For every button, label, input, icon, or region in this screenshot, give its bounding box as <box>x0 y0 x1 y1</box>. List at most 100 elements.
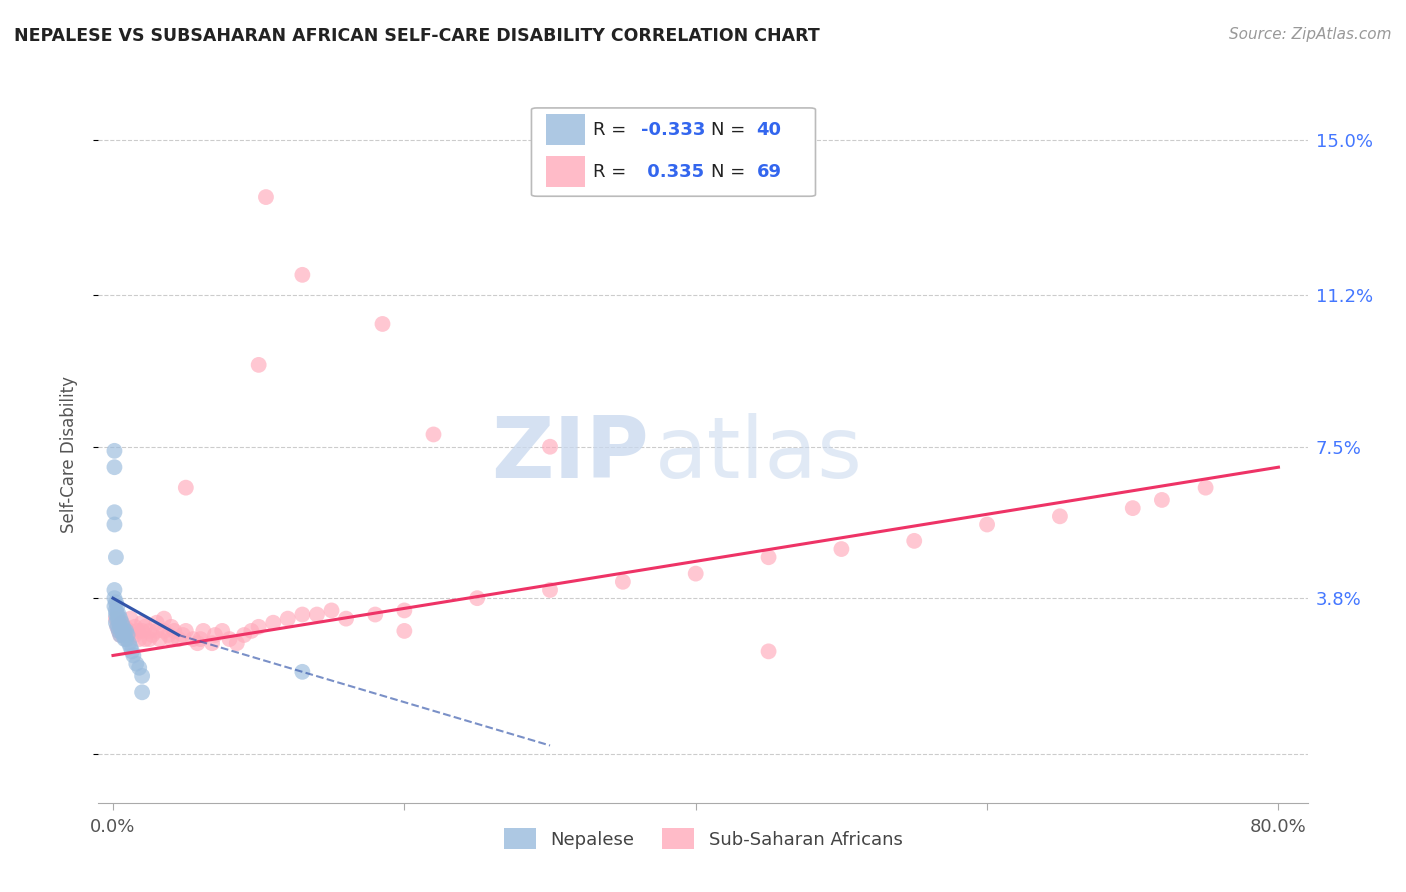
Text: atlas: atlas <box>655 413 863 497</box>
Sub-Saharan Africans <box>138 624 160 638</box>
Sub-Saharan Africans <box>758 550 780 565</box>
Sub-Saharan Africans <box>111 615 134 630</box>
Nepalese <box>122 648 145 663</box>
Sub-Saharan Africans <box>163 624 186 638</box>
Sub-Saharan Africans <box>204 628 226 642</box>
Text: N =: N = <box>711 162 751 181</box>
Sub-Saharan Africans <box>157 628 180 642</box>
Text: R =: R = <box>593 162 633 181</box>
Bar <box>546 114 585 145</box>
Y-axis label: Self-Care Disability: Self-Care Disability <box>59 376 77 533</box>
Text: 40: 40 <box>756 120 782 139</box>
Nepalese <box>115 632 138 646</box>
Nepalese <box>112 628 135 642</box>
Sub-Saharan Africans <box>190 632 212 646</box>
Sub-Saharan Africans <box>254 190 277 204</box>
Sub-Saharan Africans <box>1194 481 1216 495</box>
Nepalese <box>131 669 153 683</box>
Sub-Saharan Africans <box>422 427 444 442</box>
Nepalese <box>103 599 125 614</box>
Sub-Saharan Africans <box>131 624 153 638</box>
Sub-Saharan Africans <box>128 632 150 646</box>
Sub-Saharan Africans <box>830 542 852 557</box>
Nepalese <box>131 685 153 699</box>
Nepalese <box>114 624 136 638</box>
Sub-Saharan Africans <box>112 624 135 638</box>
Nepalese <box>291 665 314 679</box>
Sub-Saharan Africans <box>131 615 153 630</box>
Sub-Saharan Africans <box>138 632 160 646</box>
Sub-Saharan Africans <box>291 268 314 282</box>
Sub-Saharan Africans <box>465 591 488 606</box>
Sub-Saharan Africans <box>124 628 146 642</box>
Nepalese <box>108 615 131 630</box>
Sub-Saharan Africans <box>149 632 172 646</box>
Sub-Saharan Africans <box>120 624 142 638</box>
Nepalese <box>110 620 132 634</box>
Text: N =: N = <box>711 120 751 139</box>
Text: -0.333: -0.333 <box>641 120 706 139</box>
Legend: Nepalese, Sub-Saharan Africans: Nepalese, Sub-Saharan Africans <box>496 822 910 856</box>
Sub-Saharan Africans <box>160 620 183 634</box>
Bar <box>546 156 585 187</box>
Nepalese <box>108 607 131 622</box>
Sub-Saharan Africans <box>124 620 146 634</box>
Nepalese <box>103 460 125 475</box>
Nepalese <box>110 628 132 642</box>
Sub-Saharan Africans <box>181 632 204 646</box>
Nepalese <box>104 595 127 609</box>
Sub-Saharan Africans <box>247 358 270 372</box>
Sub-Saharan Africans <box>211 624 233 638</box>
Sub-Saharan Africans <box>1122 501 1144 516</box>
Sub-Saharan Africans <box>225 636 247 650</box>
Sub-Saharan Africans <box>145 624 167 638</box>
Nepalese <box>108 624 131 638</box>
Nepalese <box>110 612 132 626</box>
Nepalese <box>103 591 125 606</box>
Sub-Saharan Africans <box>538 582 561 597</box>
Nepalese <box>120 640 142 655</box>
Sub-Saharan Africans <box>193 624 215 638</box>
Sub-Saharan Africans <box>394 603 416 617</box>
Sub-Saharan Africans <box>538 440 561 454</box>
Sub-Saharan Africans <box>120 612 142 626</box>
Sub-Saharan Africans <box>153 624 176 638</box>
Nepalese <box>105 607 128 622</box>
Sub-Saharan Africans <box>104 612 127 626</box>
Sub-Saharan Africans <box>160 632 183 646</box>
Sub-Saharan Africans <box>321 603 343 617</box>
Text: 69: 69 <box>756 162 782 181</box>
Sub-Saharan Africans <box>186 636 208 650</box>
Sub-Saharan Africans <box>141 628 163 642</box>
Sub-Saharan Africans <box>127 624 149 638</box>
Sub-Saharan Africans <box>108 624 131 638</box>
Sub-Saharan Africans <box>305 607 328 622</box>
Sub-Saharan Africans <box>174 481 197 495</box>
Text: R =: R = <box>593 120 633 139</box>
Sub-Saharan Africans <box>117 632 139 646</box>
Text: ZIP: ZIP <box>491 413 648 497</box>
Sub-Saharan Africans <box>612 574 634 589</box>
Nepalese <box>104 615 127 630</box>
Sub-Saharan Africans <box>153 612 176 626</box>
Nepalese <box>112 620 135 634</box>
Nepalese <box>104 603 127 617</box>
Sub-Saharan Africans <box>364 607 387 622</box>
Nepalese <box>121 644 143 658</box>
Nepalese <box>111 624 134 638</box>
Sub-Saharan Africans <box>262 615 284 630</box>
Nepalese <box>105 612 128 626</box>
Nepalese <box>104 607 127 622</box>
Sub-Saharan Africans <box>134 632 156 646</box>
Nepalese <box>117 628 139 642</box>
Sub-Saharan Africans <box>685 566 707 581</box>
Sub-Saharan Africans <box>145 615 167 630</box>
Nepalese <box>105 620 128 634</box>
Sub-Saharan Africans <box>903 533 925 548</box>
Nepalese <box>125 657 148 671</box>
Nepalese <box>128 661 150 675</box>
FancyBboxPatch shape <box>531 108 815 196</box>
Sub-Saharan Africans <box>1150 492 1173 507</box>
Sub-Saharan Africans <box>277 612 299 626</box>
Nepalese <box>111 615 134 630</box>
